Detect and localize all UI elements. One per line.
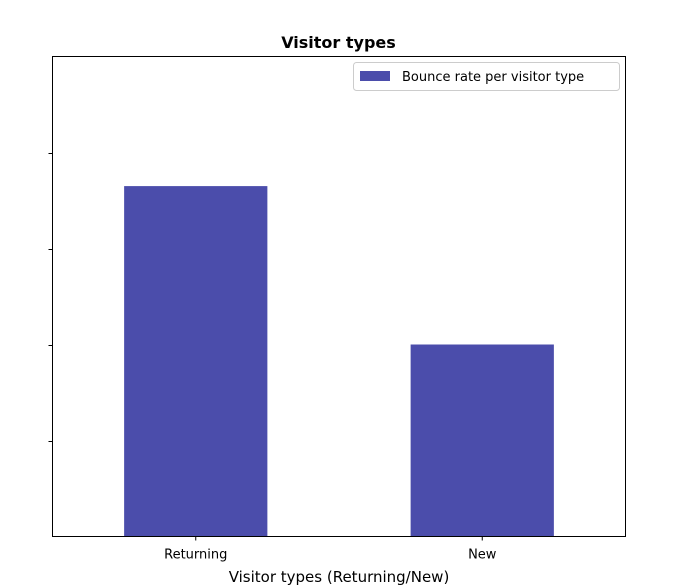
legend: Bounce rate per visitor type [353, 62, 620, 91]
bar-new [410, 344, 554, 537]
legend-frame [353, 62, 620, 91]
x-tick-label-returning: Returning [164, 548, 227, 563]
legend-entry-label: Bounce rate per visitor type [402, 70, 584, 85]
chart-title: Visitor types [281, 33, 396, 52]
bar-returning [124, 186, 268, 537]
x-ticks-group: Returning New [164, 536, 497, 563]
legend-swatch [360, 71, 390, 81]
x-axis-label: Visitor types (Returning/New) [229, 568, 450, 586]
y-ticks-group [48, 153, 53, 442]
plot-frame [52, 56, 626, 537]
bars-group [124, 186, 554, 537]
x-tick-label-new: New [468, 548, 497, 563]
